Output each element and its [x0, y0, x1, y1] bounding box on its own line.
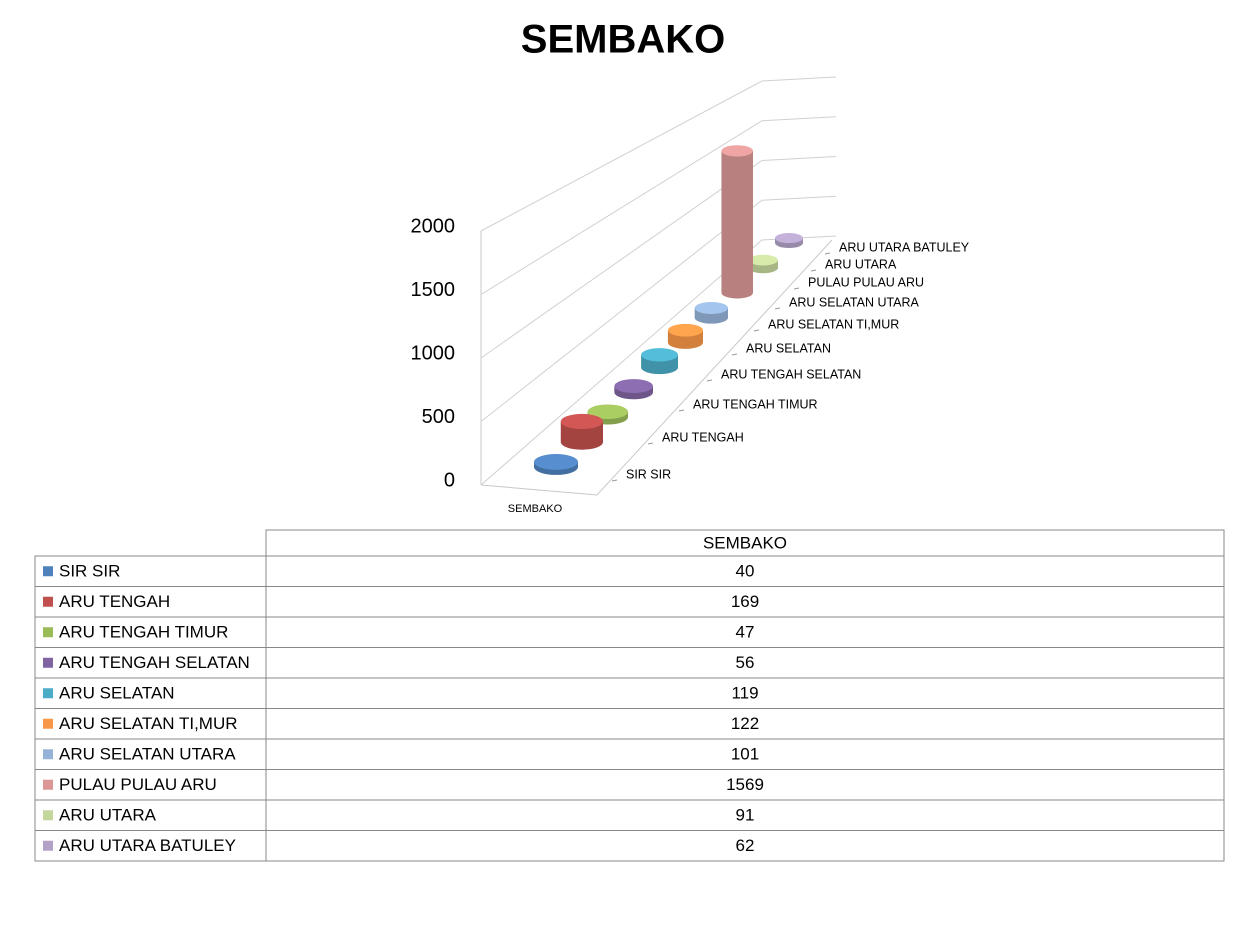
legend-label: SIR SIR: [59, 562, 120, 581]
legend-swatch: [43, 810, 53, 821]
table-value: 62: [736, 836, 755, 855]
legend-label: ARU SELATAN UTARA: [59, 745, 236, 764]
series-tick: [611, 479, 618, 482]
cylinder: [667, 323, 703, 349]
cylinder-top: [721, 145, 753, 157]
cylinder-top: [614, 379, 654, 394]
cylinder-top: [641, 348, 678, 362]
cylinder: [748, 254, 778, 274]
legend-label: ARU UTARA BATULEY: [59, 836, 236, 855]
legend-label: ARU TENGAH: [59, 592, 170, 611]
y-tick-label: 2000: [411, 215, 456, 237]
table-column-header: SEMBAKO: [703, 533, 787, 552]
legend-swatch: [43, 840, 53, 851]
cylinder-body: [560, 421, 603, 450]
series-label: PULAU PULAU ARU: [808, 275, 924, 289]
cylinder-top: [667, 323, 703, 337]
cylinder: [614, 379, 654, 400]
cylinder-top: [775, 233, 803, 244]
table-value: 169: [731, 592, 759, 611]
cylinder-top: [587, 404, 628, 420]
table-value: 47: [736, 623, 755, 642]
cylinder: [641, 348, 678, 375]
grid-line: [480, 156, 837, 359]
table-value: 56: [736, 653, 755, 672]
series-tick: [647, 442, 654, 445]
legend-label: ARU SELATAN: [59, 684, 175, 703]
grid-line: [480, 76, 837, 232]
series-label: ARU UTARA BATULEY: [839, 240, 970, 254]
legend-swatch: [43, 596, 53, 607]
y-tick-label: 1500: [411, 279, 456, 301]
cylinder: [775, 233, 803, 249]
cylinder-top: [560, 413, 604, 430]
legend-swatch: [43, 718, 53, 729]
series-label: ARU SELATAN: [746, 341, 831, 355]
table-value: 1569: [726, 775, 764, 794]
cylinder-body: [721, 150, 753, 299]
x-category-label: SEMBAKO: [508, 503, 563, 515]
table-value: 101: [731, 745, 759, 764]
series-label: ARU TENGAH TIMUR: [693, 397, 818, 411]
series-tick: [706, 379, 713, 382]
legend-label: PULAU PULAU ARU: [59, 775, 217, 794]
cylinder-top: [534, 454, 578, 470]
cylinder: [694, 302, 728, 324]
series-label: ARU SELATAN UTARA: [789, 295, 920, 309]
legend-label: ARU UTARA: [59, 806, 157, 825]
series-label: ARU UTARA: [825, 257, 897, 271]
legend-label: ARU TENGAH TIMUR: [59, 623, 228, 642]
legend-swatch: [43, 779, 53, 790]
y-tick-label: 0: [444, 469, 455, 491]
series-label: SIR SIR: [626, 467, 671, 481]
grid-line: [480, 195, 837, 422]
table-value: 91: [736, 806, 755, 825]
series-tick: [810, 269, 817, 272]
data-table: SEMBAKO SIR SIR 40 ARU TENGAH 169 ARU TENGAH …: [34, 529, 1225, 862]
series-label: ARU TENGAH SELATAN: [721, 367, 861, 381]
cylinder-top: [748, 254, 778, 266]
legend-label: ARU SELATAN TI,MUR: [59, 714, 238, 733]
y-tick-label: 500: [422, 406, 455, 428]
series-tick: [731, 353, 738, 356]
legend-swatch: [43, 566, 53, 577]
grid-line: [480, 235, 837, 486]
cylinder-top: [694, 302, 728, 315]
legend-label: ARU TENGAH SELATAN: [59, 653, 250, 672]
legend-swatch: [43, 688, 53, 699]
legend-swatch: [43, 627, 53, 638]
table-value-cell: [265, 830, 1225, 862]
series-tick: [774, 307, 781, 310]
table-value: 40: [736, 562, 755, 581]
grid-line: [480, 116, 837, 295]
cylinder: [534, 454, 578, 475]
legend-swatch: [43, 657, 53, 668]
floor-edge: [480, 239, 833, 496]
series-label: ARU TENGAH: [662, 430, 744, 444]
series-label: ARU SELATAN TI,MUR: [768, 317, 899, 331]
series-tick: [753, 329, 760, 332]
plot-area: 0 500 1000 1500 2000 SIR SIR ARU TENGAH ARU TEN…: [411, 76, 970, 491]
chart-title: SEMBAKO: [521, 18, 725, 62]
cylinder: [560, 413, 604, 450]
series-tick: [793, 287, 800, 290]
table-value: 119: [731, 684, 758, 703]
table-value: 122: [731, 714, 759, 733]
cylinder: [721, 145, 753, 299]
series-tick: [678, 409, 685, 412]
y-tick-label: 1000: [411, 342, 456, 364]
legend-swatch: [43, 749, 53, 760]
series-tick: [824, 252, 831, 255]
